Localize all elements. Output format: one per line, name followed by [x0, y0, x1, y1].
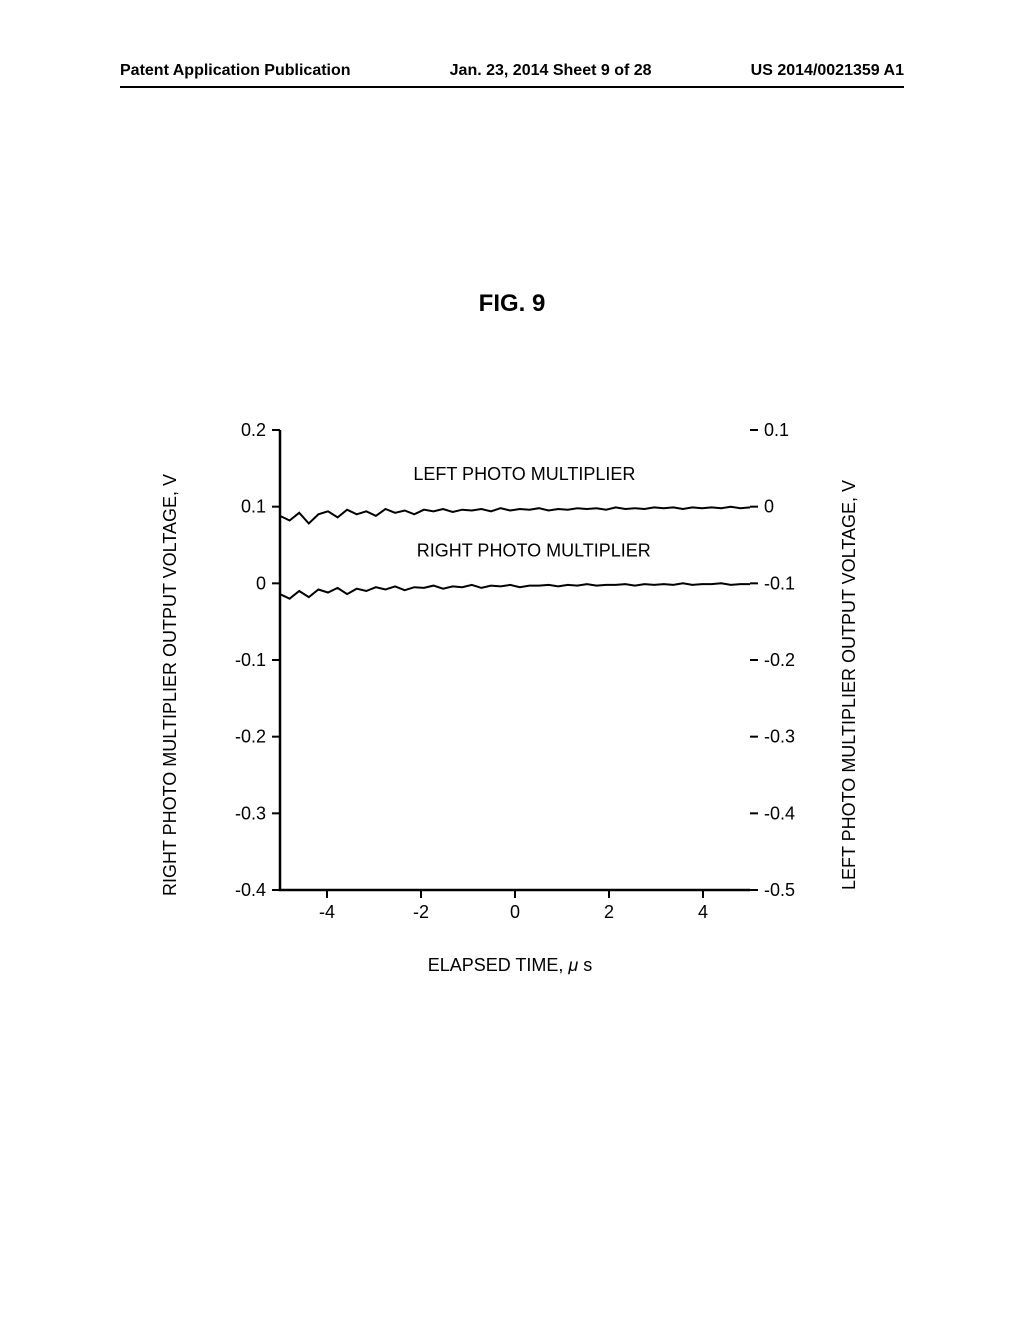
ytick-right-label: 0 — [764, 497, 774, 517]
x-label-mu: μ — [568, 955, 578, 975]
x-axis-label: ELAPSED TIME, μ s — [428, 955, 593, 976]
page-header: Patent Application Publication Jan. 23, … — [0, 62, 1024, 88]
ytick-right-label: -0.1 — [764, 573, 795, 593]
ytick-left-label: 0.1 — [241, 497, 266, 517]
chart-container: RIGHT PHOTO MULTIPLIER OUTPUT VOLTAGE, V… — [170, 400, 850, 970]
y-right-axis-label: LEFT PHOTO MULTIPLIER OUTPUT VOLTAGE, V — [839, 480, 860, 890]
xtick-label: -4 — [319, 902, 335, 922]
series-line-0 — [280, 507, 750, 524]
x-label-suffix: s — [578, 955, 592, 975]
y-left-axis-label: RIGHT PHOTO MULTIPLIER OUTPUT VOLTAGE, V — [160, 474, 181, 896]
xtick-label: 4 — [698, 902, 708, 922]
ytick-left-label: -0.1 — [235, 650, 266, 670]
ytick-right-label: 0.1 — [764, 420, 789, 440]
series-label-0: LEFT PHOTO MULTIPLIER — [413, 464, 635, 484]
chart-svg: 0.2 0.1 0 -0.1 -0.2 -0.3 -0.4 0.1 0 -0.1 -0.2 -0.3 -… — [170, 400, 850, 970]
ytick-left-label: 0.2 — [241, 420, 266, 440]
ytick-right-label: -0.3 — [764, 727, 795, 747]
series-label-1: RIGHT PHOTO MULTIPLIER — [417, 541, 651, 561]
ytick-left-label: 0 — [256, 573, 266, 593]
figure-title: FIG. 9 — [479, 290, 546, 318]
header-center: Jan. 23, 2014 Sheet 9 of 28 — [450, 62, 652, 80]
x-label-prefix: ELAPSED TIME, — [428, 955, 569, 975]
ytick-right-label: -0.4 — [764, 803, 795, 823]
axes-frame — [280, 430, 750, 890]
ytick-left-label: -0.3 — [235, 803, 266, 823]
header-rule — [120, 86, 904, 88]
ytick-left-label: -0.2 — [235, 727, 266, 747]
ytick-left-label: -0.4 — [235, 880, 266, 900]
ytick-right-label: -0.5 — [764, 880, 795, 900]
xtick-label: 2 — [604, 902, 614, 922]
xtick-label: -2 — [413, 902, 429, 922]
ytick-right-label: -0.2 — [764, 650, 795, 670]
header-row: Patent Application Publication Jan. 23, … — [120, 62, 904, 80]
series-line-1 — [280, 583, 750, 598]
header-right: US 2014/0021359 A1 — [751, 62, 904, 80]
xtick-label: 0 — [510, 902, 520, 922]
header-left: Patent Application Publication — [120, 62, 351, 80]
